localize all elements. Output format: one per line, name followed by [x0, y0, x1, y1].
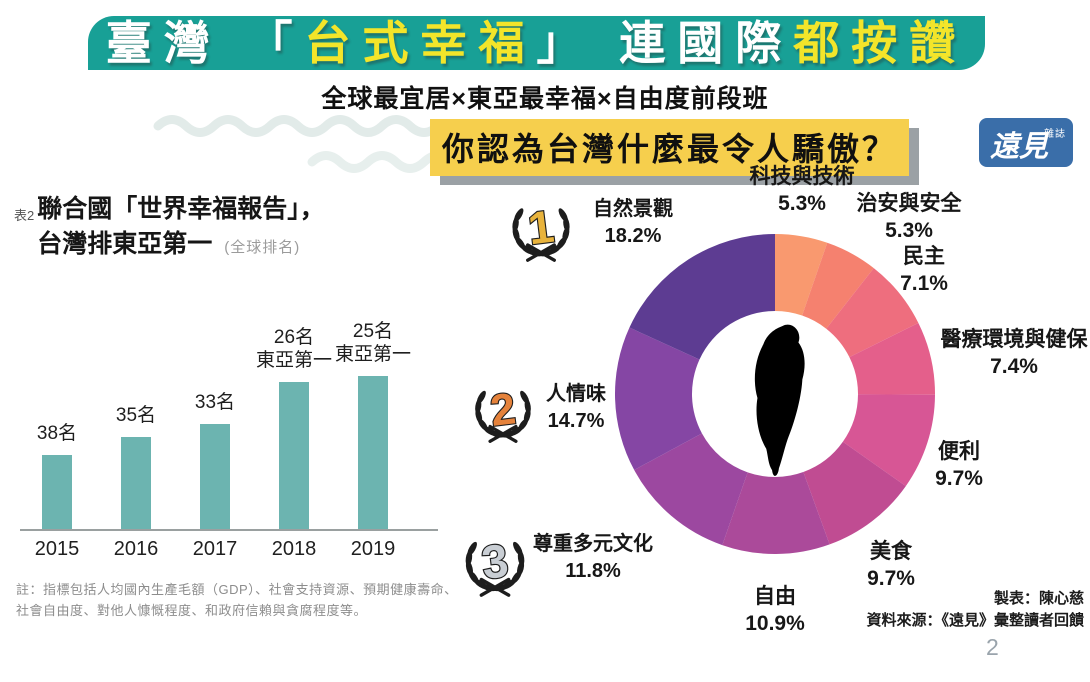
svg-text:1: 1 — [525, 201, 556, 255]
logo-text: 遠見 — [990, 131, 1049, 163]
donut-label-food: 美食 9.7% — [867, 540, 915, 590]
svg-text:2: 2 — [488, 384, 518, 436]
x-tick-label: 2015 — [34, 538, 80, 560]
footnote-line1: 註：指標包括人均國內生產毛額（GDP）、社會支持資源、預期健康壽命、 — [16, 582, 458, 597]
donut-segment-醫療環境與健保 — [849, 322, 935, 395]
page-title: 臺灣 「台式幸福」 連國際都按讚 — [106, 17, 968, 69]
title-banner: 臺灣 「台式幸福」 連國際都按讚 — [88, 16, 985, 70]
svg-text:3: 3 — [479, 534, 511, 589]
bar-2016 — [121, 437, 151, 529]
wave-decoration-icon — [153, 115, 457, 173]
gvm-magazine-logo: 遠見 雜誌 — [979, 118, 1073, 167]
title-segment: 都按讚 — [793, 17, 968, 69]
donut-segment-便利 — [842, 394, 935, 487]
credits: 製表：陳心慈 資料來源：《遠見》彙整讀者回饋 — [866, 588, 1084, 632]
laurel-wreath-3-icon: 3 — [456, 521, 534, 604]
footnote: 註：指標包括人均國內生產毛額（GDP）、社會支持資源、預期健康壽命、 社會自由度… — [16, 579, 458, 621]
bar-value-label: 35名 — [115, 405, 157, 426]
x-tick-label: 2018 — [271, 538, 317, 560]
laurel-wreath-1-icon: 1 — [503, 188, 579, 269]
bar-chart-title-line1: 聯合國「世界幸福報告」， — [37, 195, 325, 223]
logo-small-text: 雜誌 — [1044, 129, 1066, 140]
x-axis-line — [20, 529, 438, 531]
title-segment: 台式幸福 — [304, 17, 537, 69]
donut-label-convenience: 便利 9.7% — [935, 440, 983, 490]
laurel-wreath-2-icon: 2 — [466, 371, 540, 450]
donut-segment-自然景觀 — [629, 234, 775, 360]
table-tag: 表2 — [14, 208, 35, 223]
bar-2019 — [358, 376, 388, 529]
credits-source: 資料來源：《遠見》彙整讀者回饋 — [866, 612, 1084, 629]
x-tick-label: 2016 — [113, 538, 159, 560]
bar-2017 — [200, 424, 230, 529]
page-number: 2 — [986, 634, 999, 660]
donut-label-freedom: 自由 10.9% — [745, 585, 805, 635]
ranking-item-3: 尊重多元文化 11.8% — [533, 533, 653, 582]
donut-label-tech: 科技與技術 5.3% — [749, 165, 855, 215]
global-ranking-note: (全球排名) — [224, 239, 301, 256]
credits-author: 製表：陳心慈 — [993, 590, 1084, 607]
ranking-item-1: 自然景觀 18.2% — [593, 198, 673, 247]
donut-segment-科技與技術 — [775, 234, 828, 316]
bar-value-label: 38名 — [36, 423, 78, 444]
x-tick-label: 2017 — [192, 538, 238, 560]
ranking-item-2: 人情味 14.7% — [546, 383, 606, 432]
title-segment: 臺灣 「 — [105, 17, 305, 69]
donut-segment-自由 — [722, 472, 830, 554]
pride-donut-chart — [615, 234, 935, 554]
donut-label-democracy: 民主 7.1% — [900, 245, 948, 295]
bar-2015 — [42, 455, 72, 529]
taiwan-island-icon — [754, 324, 805, 476]
donut-segment-人情味 — [615, 327, 702, 470]
title-segment: 」 連國際 — [536, 17, 794, 69]
donut-segment-民主 — [826, 268, 919, 358]
donut-segment-美食 — [803, 441, 906, 545]
bar-2018 — [279, 382, 309, 529]
bar-value-label: 33名 — [194, 392, 236, 413]
bar-chart-title-line2: 台灣排東亞第一 — [37, 230, 213, 258]
donut-label-healthcare: 醫療環境與健保 7.4% — [940, 328, 1088, 378]
donut-segment-尊重多元文化 — [634, 433, 748, 546]
subtitle: 全球最宜居×東亞最幸福×自由度前段班 — [321, 85, 769, 113]
donut-segment-治安與安全 — [802, 242, 874, 329]
bar-chart-title: 表2 聯合國「世界幸福報告」， 台灣排東亞第一 (全球排名) — [14, 192, 325, 265]
footnote-line2: 社會自由度、對他人慷慨程度、和政府信賴與貪腐程度等。 — [16, 603, 368, 618]
happiness-ranking-bar-chart: 38名 2015 35名 2016 33名 2017 26名 東亞第一 2018 25名 東亞第一 2… — [20, 321, 452, 573]
donut-label-safety: 治安與安全 5.3% — [856, 192, 962, 242]
x-tick-label: 2019 — [350, 538, 396, 560]
question-banner: 你認為台灣什麼最令人驕傲？ — [430, 119, 910, 176]
bar-value-label: 26名 東亞第一 — [255, 327, 332, 371]
bar-value-label: 25名 東亞第一 — [334, 321, 411, 365]
